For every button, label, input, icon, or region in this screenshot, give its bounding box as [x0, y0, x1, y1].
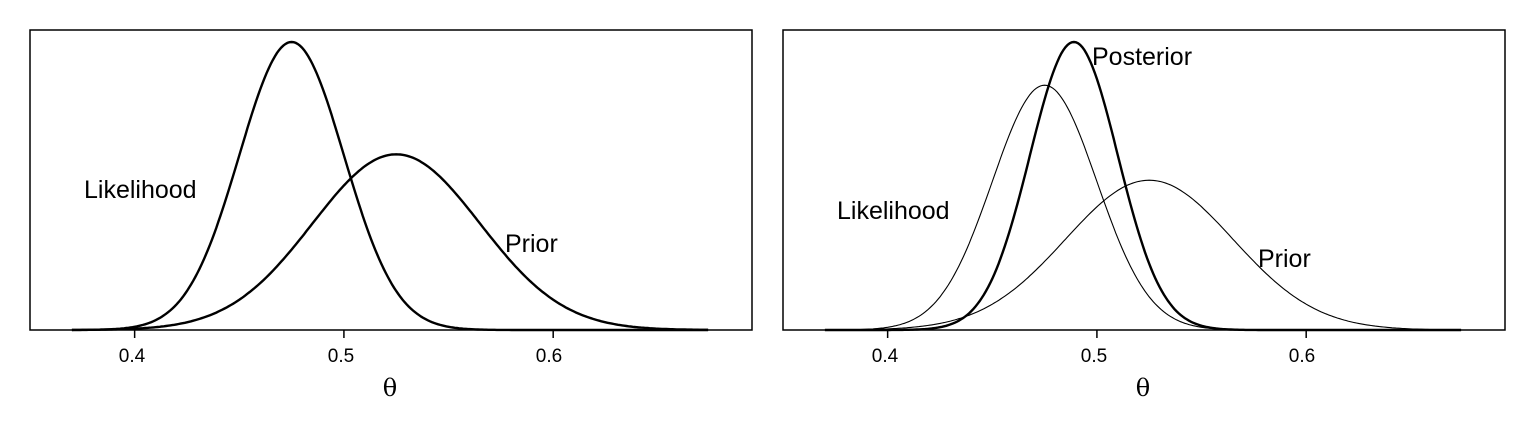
- left-prior-curve: [71, 153, 709, 332]
- right-likelihood-label: Likelihood: [837, 197, 950, 225]
- right-tick-label-0.6: 0.6: [1289, 346, 1315, 367]
- right-curves: [824, 40, 1462, 332]
- left-likelihood-label: Likelihood: [84, 176, 197, 204]
- left-x-axis: 0.4 0.5 0.6: [119, 330, 562, 367]
- left-curves: [71, 40, 709, 332]
- right-x-axis-label: θ: [1136, 374, 1150, 402]
- right-x-axis: 0.4 0.5 0.6: [872, 330, 1315, 367]
- left-x-axis-label: θ: [383, 374, 397, 402]
- right-tick-label-0.5: 0.5: [1081, 346, 1107, 367]
- left-plot-frame: [29, 29, 753, 331]
- left-tick-label-0.6: 0.6: [536, 346, 562, 367]
- left-panel: 0.4 0.5 0.6 θ Likelihood Prior: [29, 29, 753, 402]
- left-tick-label-0.4: 0.4: [119, 346, 146, 367]
- left-likelihood-curve: [71, 40, 709, 332]
- left-tick-label-0.5: 0.5: [328, 346, 354, 367]
- right-plot-frame: [782, 29, 1506, 331]
- right-prior-curve: [824, 179, 1462, 331]
- right-panel: 0.4 0.5 0.6 θ Likelihood Posterior Prior: [782, 29, 1506, 402]
- right-posterior-label: Posterior: [1092, 43, 1192, 71]
- left-prior-label: Prior: [505, 230, 558, 258]
- right-prior-label: Prior: [1258, 245, 1311, 273]
- right-tick-label-0.4: 0.4: [872, 346, 899, 367]
- right-posterior-curve: [824, 40, 1462, 332]
